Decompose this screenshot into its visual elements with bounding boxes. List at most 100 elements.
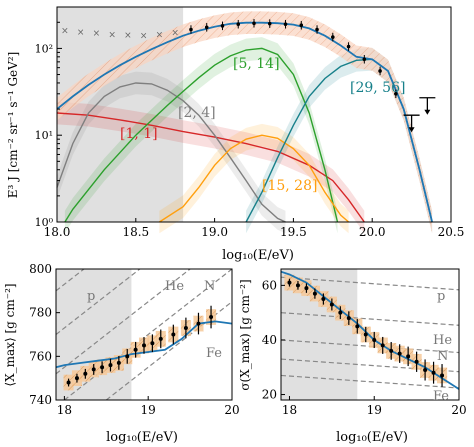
spectrum-panel: × × × × × × × × 18.0 18.5 19.0 19.5 20.0 20.5 10⁰ 10¹ 1…	[6, 6, 464, 263]
data-point	[267, 21, 272, 26]
series-line	[56, 21, 433, 223]
xmax-mean-panel: 18 19 20 740 760 780 800 p He N Fe log₁₀(E/eV)…	[3, 262, 240, 445]
uncertainty-band	[246, 47, 433, 234]
x-axis-label: log₁₀(E/eV)	[222, 248, 294, 263]
data-point	[338, 310, 343, 315]
ref-label-he: He	[433, 333, 452, 348]
y-axis-label: σ(X_max) [g cm⁻²]	[238, 279, 252, 390]
x-tick-label: 19	[367, 403, 382, 417]
ref-label-fe: Fe	[433, 389, 449, 404]
y-tick-label: 760	[29, 349, 52, 363]
y-tick-label: 20	[262, 388, 277, 402]
y-axis-label: ⟨X_max⟩ [g cm⁻²]	[3, 283, 17, 386]
data-point	[362, 57, 367, 62]
series-label-2-4: [2, 4]	[178, 105, 216, 121]
data-point	[372, 337, 377, 342]
x-tick-label: 20	[451, 403, 466, 417]
reference-line	[55, 268, 85, 292]
data-point	[183, 325, 188, 330]
y-tick-label: 740	[29, 393, 52, 407]
x-tick-label: 18	[57, 403, 72, 417]
data-point	[189, 27, 193, 32]
data-point	[108, 363, 113, 368]
series-label-15-28: [15, 28]	[262, 178, 317, 194]
reference-line	[55, 268, 141, 335]
data-point	[423, 367, 428, 372]
data-point	[363, 332, 368, 337]
x-axis-label: log₁₀(E/eV)	[336, 430, 408, 445]
reference-line	[280, 276, 460, 291]
plot-frame	[280, 268, 460, 401]
series-label-5-14: [5, 14]	[233, 56, 280, 72]
data-point: ×	[171, 29, 179, 39]
model-line	[55, 320, 233, 369]
y-axis-label: E³ J [cm⁻² sr⁻¹ s⁻¹ GeV²]	[6, 52, 20, 199]
x-tick-label: 18	[282, 403, 297, 417]
data-point	[220, 24, 225, 28]
reference-line	[55, 268, 191, 375]
data-point	[380, 343, 385, 348]
series-label-29-56: [29, 56]	[350, 80, 405, 96]
data-point	[236, 22, 241, 27]
series-label-1-1: [1, 1]	[120, 126, 158, 142]
xmax-sigma-panel: 18 19 20 20 40 60 p He N Fe log₁₀(E/eV) σ(X_m…	[238, 268, 467, 445]
data-point	[83, 371, 88, 376]
series-line	[64, 47, 339, 223]
y-tick-label: 60	[262, 278, 277, 292]
data-point	[116, 360, 121, 365]
reference-line	[280, 312, 460, 326]
data-point	[397, 351, 402, 356]
data-point	[406, 354, 411, 359]
plot-frame	[56, 6, 452, 223]
data-point	[204, 25, 209, 30]
reference-line	[64, 268, 233, 401]
data-point	[125, 354, 130, 359]
x-tick-label: 19	[141, 403, 156, 417]
y-tick-label: 10²	[35, 42, 53, 55]
y-tick-label: 780	[29, 306, 52, 320]
x-tick-label: 20	[224, 403, 239, 417]
data-point	[346, 316, 351, 321]
y-tick-label: 40	[262, 333, 277, 347]
data-point	[100, 365, 105, 370]
data-point	[346, 44, 351, 49]
ref-label-he: He	[165, 279, 184, 294]
data-point: ×	[93, 29, 101, 39]
data-point	[378, 69, 382, 73]
y-tick-label: 10¹	[35, 129, 53, 142]
data-point	[331, 35, 335, 39]
data-point: ×	[124, 31, 132, 41]
data-point	[389, 348, 394, 353]
data-point: ×	[77, 28, 85, 38]
data-point	[142, 343, 146, 348]
x-tick-label: 19.5	[280, 225, 307, 239]
data-point	[196, 321, 201, 326]
data-point	[312, 291, 317, 296]
x-tick-label: 20.0	[359, 225, 386, 239]
ref-label-fe: Fe	[206, 346, 222, 361]
ref-label-p: p	[437, 289, 445, 304]
y-tick-label: 800	[29, 262, 52, 276]
data-point: ×	[156, 30, 164, 40]
data-point	[321, 297, 326, 302]
data-point	[414, 359, 419, 364]
reference-line	[280, 374, 460, 389]
data-point	[209, 315, 214, 320]
data-point	[304, 286, 309, 291]
data-point	[158, 336, 163, 341]
data-point: ×	[61, 27, 69, 37]
ref-label-p: p	[87, 289, 95, 304]
data-point	[440, 373, 445, 378]
ref-label-n: N	[437, 349, 448, 364]
uncertainty-band	[57, 71, 286, 234]
data-point	[150, 341, 155, 346]
data-point	[91, 367, 96, 372]
x-tick-label: 18.0	[44, 225, 71, 239]
data-point	[171, 332, 176, 337]
upper-limit-arrow	[408, 127, 415, 133]
data-point	[431, 370, 436, 375]
data-point	[283, 22, 288, 27]
plot-frame	[55, 268, 233, 401]
series-line	[56, 112, 365, 223]
